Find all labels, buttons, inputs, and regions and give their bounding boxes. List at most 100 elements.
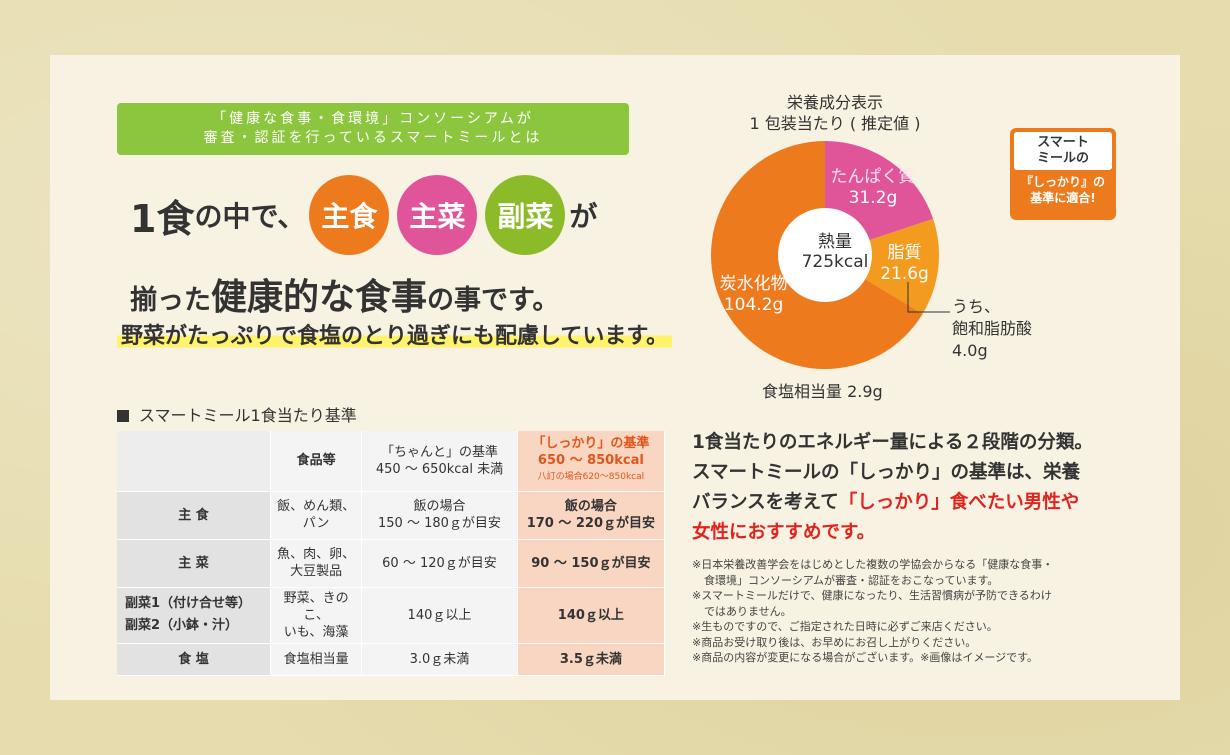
row-food-line1: 野菜、きのこ、 (283, 590, 349, 623)
badge-top-line2: ミールの (1036, 151, 1089, 166)
pie-slice-1 (825, 218, 939, 314)
shikkari-compliance-badge: スマート ミールの 『しっかり』の 基準に適合! (1010, 128, 1116, 220)
table-corner-cell (117, 431, 271, 492)
row-food-line1: 飯、めん類、 (277, 499, 356, 514)
table-title-text: スマートミール1食当たり基準 (139, 406, 357, 425)
row-name-line2: 副菜2（小鉢・汁） (125, 618, 239, 633)
note-2a: ※スマートミールだけで、健康になったり、生活習慣病が予防できるわけ (692, 589, 1052, 602)
row-name: 食 塩 (117, 643, 271, 676)
row-shikkari-line2: 170 ～ 220ｇが目安 (526, 516, 656, 531)
pie-slice-label: 脂質 21.6g (850, 243, 960, 285)
row-chanto: 60 ～ 120ｇが目安 (361, 539, 518, 588)
headline-line2-a: 揃った (130, 285, 211, 316)
consortium-banner: 「健康な食事・食環境」コンソーシアムが 審査・認証を行っているスマートミールとは (117, 103, 629, 155)
desc-line3-b: 「しっかり」食べたい男性や (838, 492, 1080, 513)
headline-end: が (569, 200, 598, 233)
row-food-line1: 魚、肉、卵、 (277, 547, 356, 562)
row-name: 主 菜 (117, 539, 271, 588)
note-1a: ※日本栄養改善学会をはじめとした複数の学協会からなる「健康な食事・ (692, 558, 1054, 571)
header-chanto-line2: 450 ～ 650kcal 未満 (375, 461, 504, 477)
badge-top: スマート ミールの (1014, 132, 1112, 170)
header-shikkari-line2: 650 ～ 850kcal (537, 453, 644, 469)
table-row: 食 塩 食塩相当量 3.0ｇ未満 3.5ｇ未満 (117, 643, 666, 676)
note-2b: ではありません。 (704, 604, 792, 618)
nutrition-pie-chart (711, 141, 939, 369)
nutrition-title-line2: 1 包装当たり ( 推定値 ) (749, 114, 921, 133)
row-chanto-line2: 150 ～ 180ｇが目安 (378, 516, 501, 531)
pie-slice-name: 脂質 (887, 242, 922, 263)
pie-slice-value: 21.6g (880, 263, 929, 284)
row-food: 食塩相当量 (270, 643, 363, 676)
row-food: 魚、肉、卵、 大豆製品 (270, 539, 363, 588)
pie-slice-label: 炭水化物 104.2g (699, 274, 809, 316)
energy-center-label: 熱量 725kcal (785, 232, 885, 272)
table-row: 副菜1（付け合せ等） 副菜2（小鉢・汁） 野菜、きのこ、 いも、海藻 140ｇ以上 … (117, 587, 666, 644)
pie-slice-value: 31.2g (848, 188, 898, 209)
header-shikkari-note: 八訂の場合620～850kcal (537, 472, 645, 483)
badge-bottom: 『しっかり』の 基準に適合! (1014, 174, 1112, 206)
row-name: 主 食 (117, 491, 271, 540)
row-chanto: 140ｇ以上 (361, 587, 518, 644)
headline-line-1: 1食 の中で、 主食 主菜 副菜 が (130, 175, 598, 255)
table-row: 主 菜 魚、肉、卵、 大豆製品 60 ～ 120ｇが目安 90 ～ 150ｇが目安 (117, 539, 666, 588)
pie-slice-label: たんぱく質 31.2g (818, 167, 928, 209)
salt-equivalent-label: 食塩相当量 2.9g (762, 382, 883, 401)
badge-top-line1: スマート (1037, 135, 1089, 150)
row-food: 飯、めん類、 パン (270, 491, 363, 540)
row-name: 副菜1（付け合せ等） 副菜2（小鉢・汁） (117, 587, 271, 644)
side-dish-circle: 副菜 (485, 175, 566, 255)
energy-label: 熱量 (818, 232, 852, 252)
note-1b: 食環境」コンソーシアムが審査・認証をおこなっています。 (704, 573, 999, 587)
staple-food-circle: 主食 (309, 175, 390, 255)
header-shikkari-line1: 「しっかり」の基準 (532, 436, 650, 452)
table-header-row: 食品等 「ちゃんと」の基準 450 ～ 650kcal 未満 「しっかり」の基準… (117, 431, 666, 492)
pie-center-hole (778, 208, 872, 302)
headline-one-meal: 1食 (130, 196, 195, 241)
main-dish-circle: 主菜 (397, 175, 478, 255)
saturated-line2: 飽和脂肪酸 (952, 319, 1033, 338)
row-name-line1: 副菜1（付け合せ等） (125, 596, 252, 611)
row-chanto-line1: 飯の場合 (413, 499, 466, 514)
header-chanto-line1: 「ちゃんと」の基準 (380, 444, 498, 460)
headline-middle: の中で、 (194, 200, 306, 233)
row-food: 野菜、きのこ、 いも、海藻 (270, 587, 363, 644)
note-4: ※商品お受け取り後は、お早めにお召し上がりください。 (692, 635, 977, 649)
row-food-line2: いも、海藻 (283, 624, 349, 640)
saturated-line1: うち、 (952, 297, 1001, 316)
row-food-line2: 大豆製品 (290, 564, 343, 579)
note-3: ※生ものですので、ご指定された日時に必ずご来店ください。 (692, 620, 998, 633)
row-shikkari-line1: 飯の場合 (564, 499, 617, 514)
smart-meal-standards-table: 食品等 「ちゃんと」の基準 450 ～ 650kcal 未満 「しっかり」の基準… (117, 431, 666, 676)
banner-line-1: 「健康な食事・食環境」コンソーシアムが (212, 111, 534, 127)
header-food: 食品等 (270, 431, 363, 492)
pie-slice-name: たんぱく質 (830, 167, 916, 188)
desc-line1: 1食当たりのエネルギー量による２段階の分類。 (692, 432, 1093, 453)
table-title: スマートミール1食当たり基準 (117, 402, 357, 426)
desc-line2: スマートミールの「しっかり」の基準は、栄養 (692, 462, 1080, 483)
table-row: 主 食 飯、めん類、 パン 飯の場合 150 ～ 180ｇが目安 飯の場合 170 ～… (117, 491, 666, 540)
desc-line3: バランスを考えて「しっかり」食べたい男性や (692, 488, 1093, 518)
saturated-fat-leader-line (907, 282, 950, 313)
row-food-line2: パン (302, 516, 330, 531)
row-chanto: 3.0ｇ未満 (361, 643, 518, 676)
nutrition-title-line1: 栄養成分表示 (786, 93, 883, 112)
headline-line2-c: の事です。 (427, 285, 560, 316)
vegetable-salt-subline: 野菜がたっぷりで食塩のとり過ぎにも配慮しています。 (117, 318, 673, 350)
note-5: ※商品の内容が変更になる場合がございます。※画像はイメージです。 (692, 651, 1039, 664)
row-chanto: 飯の場合 150 ～ 180ｇが目安 (361, 491, 518, 540)
pie-slice-name: 炭水化物 (719, 274, 788, 295)
desc-line4: 女性におすすめです。 (692, 522, 876, 543)
row-shikkari: 飯の場合 170 ～ 220ｇが目安 (517, 491, 666, 540)
pie-slice-value: 104.2g (723, 295, 784, 316)
desc-line3-a: バランスを考えて (692, 492, 839, 513)
header-shikkari: 「しっかり」の基準 650 ～ 850kcal 八訂の場合620～850kcal (517, 431, 666, 492)
classification-description: 1食当たりのエネルギー量による２段階の分類。 スマートミールの「しっかり」の基準… (692, 428, 1093, 548)
row-shikkari: 90 ～ 150ｇが目安 (517, 539, 666, 588)
nutrition-title: 栄養成分表示 1 包装当たり ( 推定値 ) (720, 92, 950, 134)
badge-bot-line2: 基準に適合! (1030, 191, 1096, 205)
saturated-line3: 4.0g (952, 341, 988, 360)
square-bullet-icon (117, 410, 129, 422)
row-shikkari: 3.5ｇ未満 (517, 643, 666, 676)
headline-line-2: 揃った 健康的な食事 の事です。 (130, 268, 559, 320)
badge-bot-line1: 『しっかり』の (1020, 175, 1105, 189)
